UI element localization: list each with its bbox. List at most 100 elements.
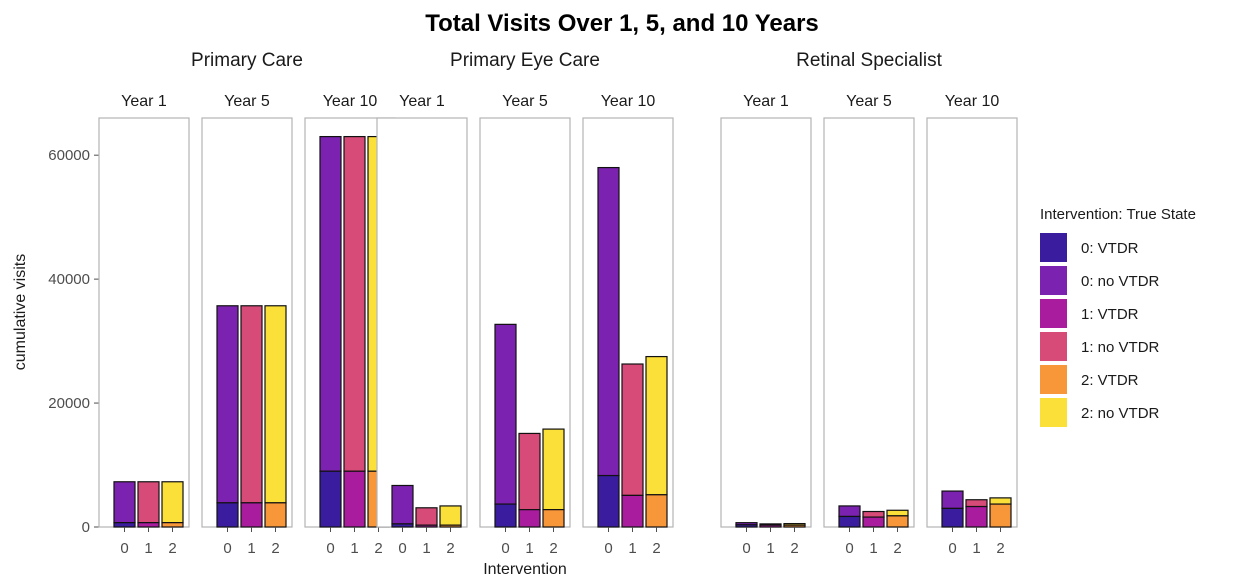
bar-segment-vtdr xyxy=(838,515,861,528)
x-tick-label: 0 xyxy=(326,540,334,557)
x-tick-label: 1 xyxy=(144,540,152,557)
x-tick-label: 2 xyxy=(652,540,660,557)
panel-strip-label: Year 5 xyxy=(846,93,892,110)
panel-strip-label: Year 10 xyxy=(601,93,656,110)
x-tick-label: 2 xyxy=(271,540,279,557)
group-label-2: Retinal Specialist xyxy=(796,50,942,71)
bar-segment-no-vtdr xyxy=(319,135,342,472)
legend-entry-label: 1: no VTDR xyxy=(1081,339,1160,356)
x-tick-label: 1 xyxy=(247,540,255,557)
panel-strip-label: Year 10 xyxy=(945,93,1000,110)
x-tick-label: 0 xyxy=(948,540,956,557)
legend-swatch xyxy=(1040,266,1067,295)
panel-frame xyxy=(98,117,190,528)
bar-segment-no-vtdr xyxy=(391,484,414,525)
bar-segment-no-vtdr xyxy=(113,481,136,524)
bar-segment-vtdr xyxy=(161,522,184,528)
bar-segment-no-vtdr xyxy=(415,507,438,526)
x-tick-label: 1 xyxy=(766,540,774,557)
bar-segment-vtdr xyxy=(965,505,988,528)
bar-segment-no-vtdr xyxy=(862,510,885,518)
bar-segment-vtdr xyxy=(319,470,342,528)
legend-entry-label: 2: no VTDR xyxy=(1081,405,1160,422)
bar-segment-vtdr xyxy=(862,516,885,528)
x-tick-label: 0 xyxy=(742,540,750,557)
panel-strip-label: Year 1 xyxy=(399,93,445,110)
legend-entry-label: 1: VTDR xyxy=(1081,306,1139,323)
x-tick-label: 2 xyxy=(446,540,454,557)
group-label-0: Primary Care xyxy=(191,50,303,71)
bar-segment-vtdr xyxy=(645,494,668,528)
bar-segment-no-vtdr xyxy=(216,305,239,504)
panel-strip-label: Year 10 xyxy=(323,93,378,110)
legend-swatch xyxy=(1040,299,1067,328)
bar-segment-no-vtdr xyxy=(621,363,644,496)
x-tick-label: 0 xyxy=(845,540,853,557)
bar-segment-no-vtdr xyxy=(494,323,517,505)
legend-swatch xyxy=(1040,332,1067,361)
bar-segment-vtdr xyxy=(391,523,414,528)
bar-segment-vtdr xyxy=(240,502,263,528)
bar-segment-no-vtdr xyxy=(264,305,287,504)
bar-segment-vtdr xyxy=(439,524,462,528)
bar-segment-no-vtdr xyxy=(989,497,1012,505)
panel-strip-label: Year 1 xyxy=(121,93,167,110)
bar-segment-no-vtdr xyxy=(343,135,366,472)
bar-segment-no-vtdr xyxy=(645,355,668,496)
bar-segment-no-vtdr xyxy=(838,505,861,518)
bar-segment-vtdr xyxy=(783,524,806,528)
bar-segment-no-vtdr xyxy=(542,428,565,511)
x-tick-label: 2 xyxy=(996,540,1004,557)
x-tick-label: 0 xyxy=(604,540,612,557)
x-tick-label: 0 xyxy=(120,540,128,557)
bar-segment-vtdr xyxy=(343,470,366,528)
x-tick-label: 1 xyxy=(422,540,430,557)
bar-segment-no-vtdr xyxy=(965,499,988,508)
x-tick-label: 2 xyxy=(374,540,382,557)
bar-segment-no-vtdr xyxy=(518,432,541,511)
bar-segment-vtdr xyxy=(597,474,620,528)
bar-segment-no-vtdr xyxy=(161,481,184,524)
bar-segment-vtdr xyxy=(759,524,782,528)
bar-segment-vtdr xyxy=(137,522,160,528)
bar-segment-vtdr xyxy=(415,524,438,528)
legend-entry-label: 0: VTDR xyxy=(1081,240,1139,257)
x-tick-label: 2 xyxy=(790,540,798,557)
bar-segment-vtdr xyxy=(518,509,541,528)
y-tick-label: 60000 xyxy=(48,147,90,164)
bar-segment-vtdr xyxy=(886,515,909,528)
x-tick-label: 1 xyxy=(628,540,636,557)
bar-segment-vtdr xyxy=(941,507,964,528)
x-tick-label: 1 xyxy=(869,540,877,557)
bar-segment-no-vtdr xyxy=(439,505,462,526)
legend-title: Intervention: True State xyxy=(1040,206,1196,223)
legend-entry-label: 0: no VTDR xyxy=(1081,273,1160,290)
panel-strip-label: Year 5 xyxy=(502,93,548,110)
x-tick-label: 1 xyxy=(525,540,533,557)
group-label-1: Primary Eye Care xyxy=(450,50,600,71)
bar-segment-no-vtdr xyxy=(240,305,263,504)
legend-swatch xyxy=(1040,398,1067,427)
legend: 0: VTDR 0: no VTDR 1: VTDR 1: no VTDR 2: VTD… xyxy=(1040,233,1160,427)
panel-frame xyxy=(720,117,812,528)
bar-segment-vtdr xyxy=(216,502,239,528)
y-tick-label: 0 xyxy=(82,519,90,536)
panel-frame xyxy=(376,117,468,528)
x-tick-label: 2 xyxy=(168,540,176,557)
bar-segment-vtdr xyxy=(113,522,136,528)
legend-swatch xyxy=(1040,233,1067,262)
panel-frame xyxy=(926,117,1018,528)
panel-strip-label: Year 5 xyxy=(224,93,270,110)
x-tick-label: 2 xyxy=(893,540,901,557)
bar-segment-no-vtdr xyxy=(886,509,909,517)
bar-segment-no-vtdr xyxy=(597,166,620,477)
legend-swatch xyxy=(1040,365,1067,394)
x-axis-title: Intervention xyxy=(483,561,567,578)
bar-segment-no-vtdr xyxy=(137,481,160,524)
x-tick-label: 0 xyxy=(223,540,231,557)
x-tick-label: 2 xyxy=(549,540,557,557)
x-tick-label: 1 xyxy=(972,540,980,557)
bar-segment-no-vtdr xyxy=(941,490,964,510)
